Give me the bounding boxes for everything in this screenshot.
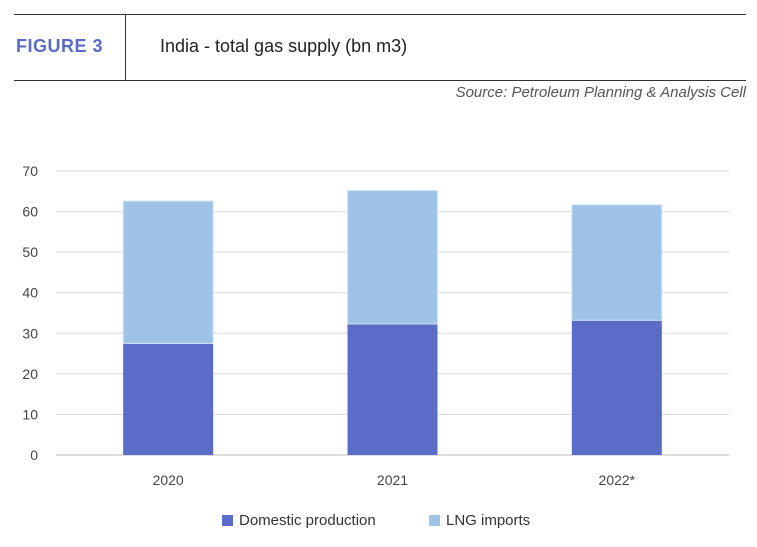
x-tick-label: 2021 (377, 472, 408, 488)
header-divider (125, 14, 126, 80)
figure-label: FIGURE 3 (16, 36, 104, 56)
legend-swatch-lng (429, 515, 440, 526)
y-tick-label: 10 (22, 406, 38, 422)
legend-item-lng: LNG imports (429, 512, 530, 529)
bar-lng-2021 (347, 189, 438, 325)
header-top-rule (14, 14, 746, 15)
x-tick-label: 2020 (153, 472, 184, 488)
y-tick-label: 20 (22, 366, 38, 382)
legend-label-lng: LNG imports (446, 512, 531, 529)
y-tick-label: 30 (22, 325, 38, 341)
bar-domestic-2020 (123, 343, 214, 455)
bar-lng-2022* (571, 204, 663, 321)
legend-label-domestic: Domestic production (239, 512, 376, 529)
y-tick-label: 40 (22, 285, 38, 301)
chart-title: India - total gas supply (bn m3) (160, 36, 408, 56)
y-tick-label: 50 (22, 244, 38, 260)
legend-swatch-domestic (222, 515, 233, 526)
bar-domestic-2021 (347, 323, 438, 455)
source-note: Source: Petroleum Planning & Analysis Ce… (455, 84, 746, 101)
legend-item-domestic: Domestic production (222, 512, 376, 529)
bar-lng-2020 (122, 200, 214, 344)
y-tick-label: 60 (22, 204, 38, 220)
header-bottom-rule (14, 80, 746, 81)
x-tick-label: 2022* (599, 472, 636, 488)
y-tick-label: 0 (30, 447, 38, 463)
bar-domestic-2022* (571, 320, 662, 455)
y-tick-label: 70 (22, 163, 38, 179)
